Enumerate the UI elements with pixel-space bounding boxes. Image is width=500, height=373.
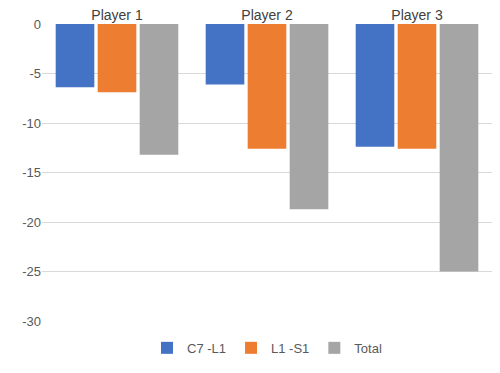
svg-text:Total: Total [354, 341, 382, 356]
svg-text:-15: -15 [22, 165, 41, 180]
svg-text:Player 3: Player 3 [391, 7, 443, 23]
svg-text:-25: -25 [22, 264, 41, 279]
svg-text:L1 -S1: L1 -S1 [271, 341, 309, 356]
svg-text:Player 1: Player 1 [91, 7, 143, 23]
svg-text:-30: -30 [22, 314, 41, 329]
svg-text:0: 0 [34, 17, 41, 32]
svg-text:Player 2: Player 2 [241, 7, 293, 23]
svg-text:C7 -L1: C7 -L1 [187, 341, 226, 356]
svg-text:-5: -5 [29, 66, 41, 81]
svg-text:-20: -20 [22, 215, 41, 230]
svg-text:-10: -10 [22, 116, 41, 131]
